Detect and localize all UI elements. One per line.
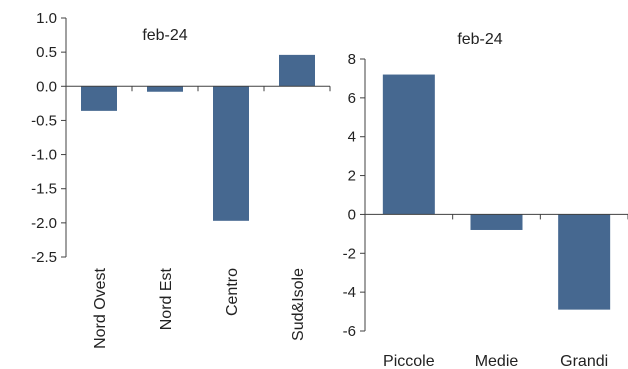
y-tick-label: -0.5 <box>31 112 57 129</box>
y-tick-label: 0.0 <box>36 78 57 95</box>
y-tick-label: -1.0 <box>31 147 57 164</box>
y-tick-label: 4 <box>348 129 356 146</box>
y-tick-label: 0.5 <box>36 44 57 61</box>
y-tick-label: -1.5 <box>31 181 57 198</box>
chart-right-title: feb-24 <box>457 31 502 48</box>
category-label: Sud&Isole <box>290 268 307 341</box>
category-label: Nord Est <box>158 267 175 330</box>
y-tick-label: -2 <box>343 245 356 262</box>
category-label: Nord Ovest <box>92 267 109 348</box>
y-tick-label: 0 <box>348 206 356 223</box>
chart-right-sizes: feb-24 8 6 4 2 0 -2 -4 -6 Piccole Medie Grandi <box>343 31 628 369</box>
category-label: Medie <box>475 353 519 369</box>
bar <box>81 86 117 111</box>
bar <box>213 86 249 221</box>
y-tick-label: -4 <box>343 284 356 301</box>
category-label: Grandi <box>560 353 608 369</box>
y-tick-label: 1.0 <box>36 10 57 27</box>
bar <box>147 86 183 92</box>
bar <box>382 74 435 215</box>
bar <box>558 214 611 310</box>
y-tick-label: 6 <box>348 90 356 107</box>
y-tick-label: -2.0 <box>31 215 57 232</box>
y-tick-label: -6 <box>343 323 356 340</box>
y-tick-label: -2.5 <box>31 249 57 266</box>
chart-left-title: feb-24 <box>142 27 187 44</box>
category-label: Piccole <box>383 353 435 369</box>
y-tick-label: 2 <box>348 168 356 185</box>
y-tick-label: 8 <box>348 51 356 68</box>
chart-left-regions: feb-24 1.0 0.5 0.0 -0.5 -1.0 -1.5 -2.0 -2.5 Nord… <box>31 10 331 349</box>
category-label: Centro <box>224 268 241 316</box>
bar <box>470 214 523 230</box>
bar <box>279 54 315 87</box>
